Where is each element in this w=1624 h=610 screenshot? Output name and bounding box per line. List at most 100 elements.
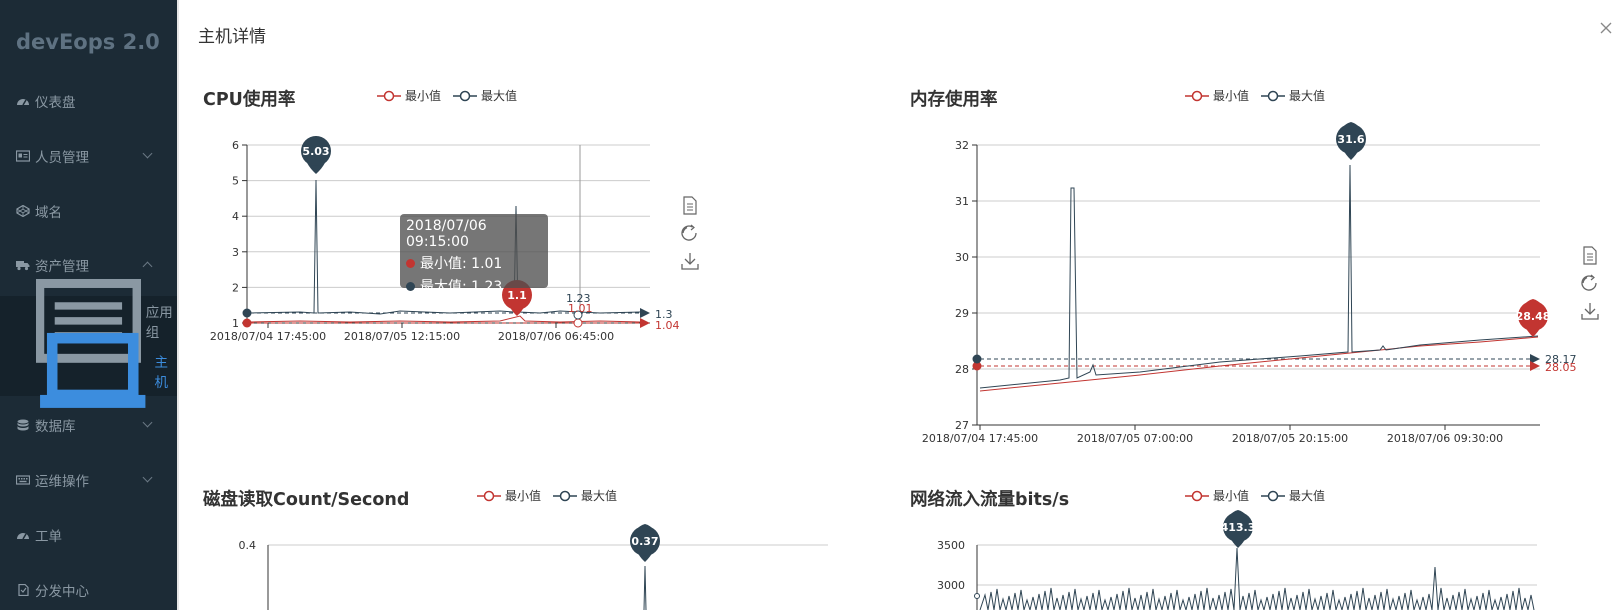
cpu-chart-title: CPU使用率 [203, 90, 296, 110]
network-max-series-line [979, 547, 1535, 610]
sidebar-item-label: 主机 [154, 355, 168, 391]
id-card-icon [16, 150, 30, 162]
cpu-tooltip: 2018/07/06 09:15:00 最小值: 1.01 最大值: 1.23 [400, 214, 548, 295]
cpu-max-avg-arrow [640, 308, 650, 318]
sidebar-item-host[interactable]: 主机 [0, 333, 177, 409]
cpu-y-tick-label: 3 [232, 246, 239, 259]
sidebar-item-label: 仪表盘 [35, 95, 76, 111]
memory-legend: 最小值 最大值 [1185, 87, 1337, 104]
cpu-min-hover-point[interactable] [573, 318, 583, 328]
cpu-max-hover-point[interactable] [573, 310, 583, 320]
legend-item-max[interactable]: 最大值 [1261, 87, 1325, 104]
disk-chart-title: 磁盘读取Count/Second [203, 490, 410, 510]
cpu-x-tick-label: 2018/07/06 06:45:00 [498, 330, 614, 343]
legend-item-min[interactable]: 最小值 [1185, 87, 1249, 104]
cpu-min-pin-label: 1.1 [507, 289, 527, 302]
cpu-x-tick-labels: 2018/07/04 17:45:00 2018/07/05 12:15:00 20… [210, 323, 614, 343]
cpu-x-tick-label: 2018/07/04 17:45:00 [210, 330, 326, 343]
tooltip-min-value: 最小值: 1.01 [420, 256, 503, 272]
memory-max-start-point[interactable] [972, 354, 982, 364]
app-logo: devEops 2.0 [16, 30, 160, 54]
dashboard-icon [17, 533, 29, 540]
legend-item-max[interactable]: 最大值 [453, 87, 517, 104]
disk-max-series-line [643, 565, 647, 610]
network-max-pin[interactable]: 413.3 [1221, 510, 1256, 548]
network-chart: 3500 3000 413.3 [937, 510, 1537, 610]
cpu-min-series-line [249, 315, 641, 323]
restore-icon[interactable] [681, 224, 697, 241]
cpu-max-hover-value: 1.23 [566, 292, 591, 305]
sidebar-item-staff[interactable]: 人员管理 [0, 131, 177, 181]
sidebar: devEops 2.0 仪表盘 人员管理 域名 资产管理 应用组 [0, 0, 177, 610]
cpu-y-tick-label: 6 [232, 139, 239, 152]
memory-x-tick-label: 2018/07/06 09:30:00 [1387, 432, 1503, 445]
sidebar-item-tickets[interactable]: 工单 [0, 510, 177, 560]
legend-item-max[interactable]: 最大值 [1261, 487, 1325, 504]
legend-item-max[interactable]: 最大值 [553, 487, 617, 504]
disk-max-pin[interactable]: 0.37 [630, 524, 660, 562]
database-icon [17, 419, 29, 431]
legend-min-marker [1185, 90, 1209, 101]
memory-y-tick-labels: 27 28 29 30 31 32 [955, 139, 969, 432]
sidebar-item-assets[interactable]: 资产管理 [0, 240, 177, 290]
sidebar-item-ops[interactable]: 运维操作 [0, 455, 177, 505]
restore-icon[interactable] [1581, 274, 1597, 291]
cpu-legend: 最小值 最大值 [377, 87, 529, 104]
memory-y-tick-label: 30 [955, 251, 969, 264]
network-start-point[interactable] [974, 593, 980, 599]
data-view-icon[interactable] [1583, 246, 1597, 265]
legend-item-min[interactable]: 最小值 [477, 487, 541, 504]
memory-max-avg-arrow [1530, 354, 1540, 364]
close-icon[interactable] [1598, 20, 1614, 36]
cpu-y-tick-label: 4 [232, 210, 239, 223]
download-icon[interactable] [681, 253, 699, 270]
memory-min-pin[interactable]: 28.48 [1516, 299, 1551, 337]
network-legend: 最小值 最大值 [1185, 487, 1337, 504]
tooltip-min-dot [406, 258, 415, 268]
cpu-max-start-point[interactable] [242, 308, 252, 318]
network-y-tick-label: 3000 [937, 579, 965, 592]
cpu-toolbox [680, 196, 700, 290]
cpu-y-tick-label: 5 [232, 175, 239, 188]
cpu-min-hover-value: 1.01 [568, 302, 593, 315]
cpu-max-pin[interactable]: 5.03 [301, 136, 331, 174]
sidebar-item-domain[interactable]: 域名 [0, 186, 177, 236]
sidebar-item-label: 应用组 [145, 305, 173, 341]
legend-min-marker [477, 490, 501, 501]
codepen-icon [16, 205, 30, 217]
legend-max-label: 最大值 [1289, 489, 1326, 503]
sidebar-item-label: 人员管理 [35, 150, 89, 166]
tooltip-row-min: 最小值: 1.01 [406, 253, 542, 273]
memory-min-start-point[interactable] [972, 361, 982, 371]
legend-max-marker [1261, 490, 1286, 501]
sidebar-item-dashboard[interactable]: 仪表盘 [0, 76, 177, 126]
legend-min-label: 最小值 [405, 89, 442, 103]
memory-y-tick-label: 31 [955, 195, 969, 208]
data-view-icon[interactable] [683, 196, 697, 215]
memory-y-tick-label: 29 [955, 307, 969, 320]
legend-item-min[interactable]: 最小值 [1185, 487, 1249, 504]
memory-min-avg-label: 28.05 [1545, 361, 1577, 374]
download-icon[interactable] [1581, 303, 1599, 320]
memory-max-avg-label: 28.17 [1545, 353, 1577, 366]
cpu-min-avg-label: 1.04 [655, 319, 680, 332]
sidebar-item-label: 分发中心 [35, 584, 89, 600]
memory-min-pin-label: 28.48 [1516, 310, 1551, 323]
legend-min-label: 最小值 [1213, 89, 1250, 103]
memory-max-series-line [979, 164, 1539, 389]
disk-max-pin-label: 0.37 [631, 535, 658, 548]
memory-max-pin[interactable]: 31.6 [1336, 122, 1366, 160]
sidebar-item-distribution[interactable]: 分发中心 [0, 565, 177, 610]
cpu-min-start-point[interactable] [242, 318, 252, 328]
network-chart-title: 网络流入流量bits/s [910, 490, 1070, 510]
cpu-toolbox-icons [681, 196, 699, 270]
legend-min-label: 最小值 [1213, 489, 1250, 503]
cpu-max-avg-label: 1.3 [655, 308, 673, 321]
legend-item-min[interactable]: 最小值 [377, 87, 441, 104]
sidebar-item-database[interactable]: 数据库 [0, 400, 177, 450]
keyboard-icon [16, 475, 30, 485]
cpu-max-series-line [249, 179, 641, 315]
cpu-y-tick-labels: 1 2 3 4 5 6 [232, 139, 239, 330]
tooltip-max-value: 最大值: 1.23 [420, 279, 503, 295]
memory-min-series-line [979, 336, 1539, 392]
